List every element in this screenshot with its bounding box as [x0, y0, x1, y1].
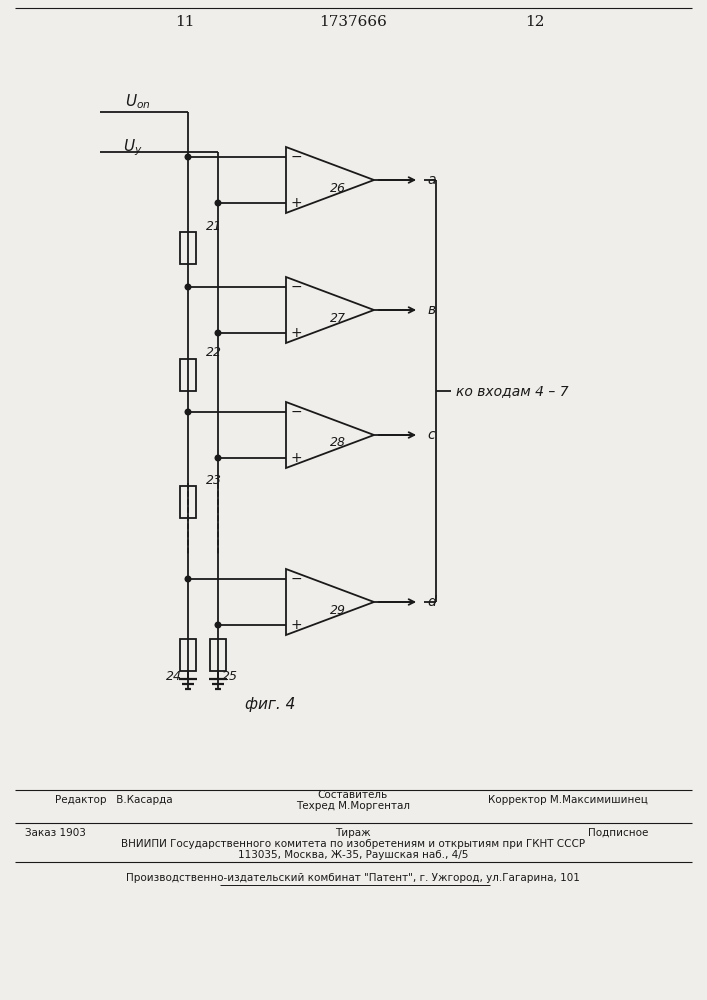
Text: 24: 24	[166, 670, 182, 684]
Bar	[180, 486, 196, 518]
Text: $U_{on}$: $U_{on}$	[125, 93, 151, 111]
Circle shape	[215, 622, 221, 628]
Text: 1737666: 1737666	[319, 15, 387, 29]
Text: 29: 29	[330, 603, 346, 616]
Circle shape	[185, 284, 191, 290]
Text: 23: 23	[206, 474, 222, 487]
Circle shape	[185, 409, 191, 415]
Text: фиг. 4: фиг. 4	[245, 698, 296, 712]
Bar	[180, 232, 196, 264]
Bar	[180, 359, 196, 391]
Circle shape	[215, 200, 221, 206]
Text: 25: 25	[222, 670, 238, 684]
Circle shape	[185, 154, 191, 160]
Circle shape	[215, 330, 221, 336]
Text: Подписное: Подписное	[588, 828, 648, 838]
Text: Заказ 1903: Заказ 1903	[25, 828, 86, 838]
Circle shape	[185, 576, 191, 582]
Text: +: +	[290, 618, 302, 632]
Text: −: −	[290, 405, 302, 419]
Text: −: −	[290, 280, 302, 294]
Text: 113035, Москва, Ж-35, Раушская наб., 4/5: 113035, Москва, Ж-35, Раушская наб., 4/5	[238, 850, 468, 860]
Text: Производственно-издательский комбинат "Патент", г. Ужгород, ул.Гагарина, 101: Производственно-издательский комбинат "П…	[126, 873, 580, 883]
Text: Составитель: Составитель	[318, 790, 388, 800]
Text: ко входам 4 – 7: ко входам 4 – 7	[456, 384, 568, 398]
Text: −: −	[290, 572, 302, 586]
Text: ВНИИПИ Государственного комитета по изобретениям и открытиям при ГКНТ СССР: ВНИИПИ Государственного комитета по изоб…	[121, 839, 585, 849]
Text: 11: 11	[175, 15, 194, 29]
Text: 26: 26	[330, 182, 346, 194]
Text: 21: 21	[206, 220, 222, 232]
Text: в: в	[427, 303, 435, 317]
Text: +: +	[290, 196, 302, 210]
Text: a: a	[427, 173, 436, 187]
Text: −: −	[290, 150, 302, 164]
Text: 12: 12	[525, 15, 545, 29]
Bar	[210, 639, 226, 671]
Text: Тираж: Тираж	[335, 828, 370, 838]
Text: 27: 27	[330, 312, 346, 324]
Text: +: +	[290, 451, 302, 465]
Text: d: d	[427, 595, 436, 609]
Text: Техред М.Моргентал: Техред М.Моргентал	[296, 801, 410, 811]
Text: Редактор   В.Касарда: Редактор В.Касарда	[55, 795, 173, 805]
Circle shape	[215, 455, 221, 461]
Text: 28: 28	[330, 436, 346, 450]
Text: 22: 22	[206, 347, 222, 360]
Text: +: +	[290, 326, 302, 340]
Text: c: c	[427, 428, 435, 442]
Text: $U_y$: $U_y$	[123, 138, 143, 158]
Text: Корректор М.Максимишинец: Корректор М.Максимишинец	[488, 795, 648, 805]
Bar	[180, 639, 196, 671]
